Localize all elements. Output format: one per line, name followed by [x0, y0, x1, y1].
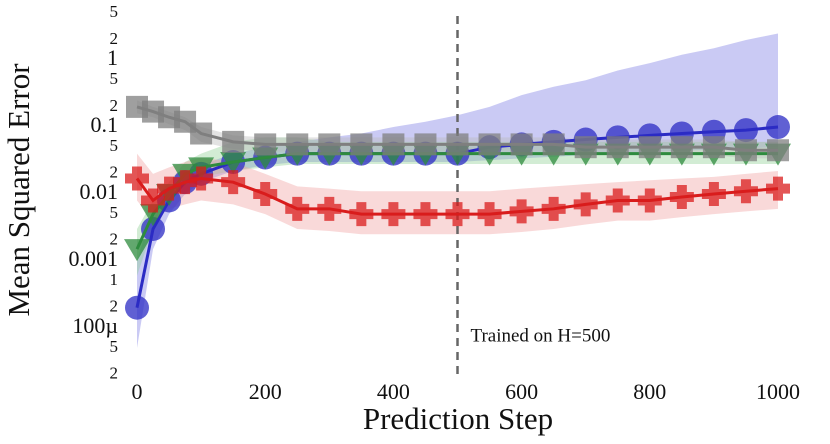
y-tick-label: 2 — [110, 230, 119, 249]
y-tick-label: 2 — [110, 96, 119, 115]
y-tick-label: 2 — [110, 29, 119, 48]
y-tick-label: 5 — [110, 136, 119, 155]
series-line — [136, 105, 778, 152]
x-tick-label: 1000 — [756, 379, 800, 404]
y-tick-label: 2 — [110, 163, 119, 182]
y-tick-label: 5 — [110, 69, 119, 88]
y-tick-label: 5 — [110, 2, 119, 21]
y-tick-label: 2 — [110, 297, 119, 316]
series-line — [135, 177, 779, 216]
y-tick-label: 100µ — [72, 313, 118, 338]
y-tick-label: 2 — [110, 364, 119, 383]
x-axis-label: Prediction Step — [363, 401, 553, 436]
y-tick-label: 5 — [110, 203, 119, 222]
y-tick-label: 0.001 — [69, 246, 119, 271]
data-point — [124, 239, 150, 262]
x-tick-label: 800 — [633, 379, 666, 404]
y-tick-label: 1 — [110, 270, 119, 289]
data-point — [766, 115, 790, 140]
x-tick-label: 400 — [377, 379, 410, 404]
error-band — [137, 33, 778, 348]
y-tick-label: 0.01 — [80, 179, 119, 204]
x-tick-label: 0 — [132, 379, 143, 404]
y-tick-label: 0.1 — [91, 112, 119, 137]
annotation: Trained on H=500 — [471, 325, 611, 346]
x-tick-label: 600 — [505, 379, 538, 404]
y-axis-label: Mean Squared Error — [1, 63, 36, 317]
x-tick-label: 200 — [249, 379, 282, 404]
y-tick-label: 5 — [110, 337, 119, 356]
y-tick-label: 1 — [107, 45, 118, 70]
